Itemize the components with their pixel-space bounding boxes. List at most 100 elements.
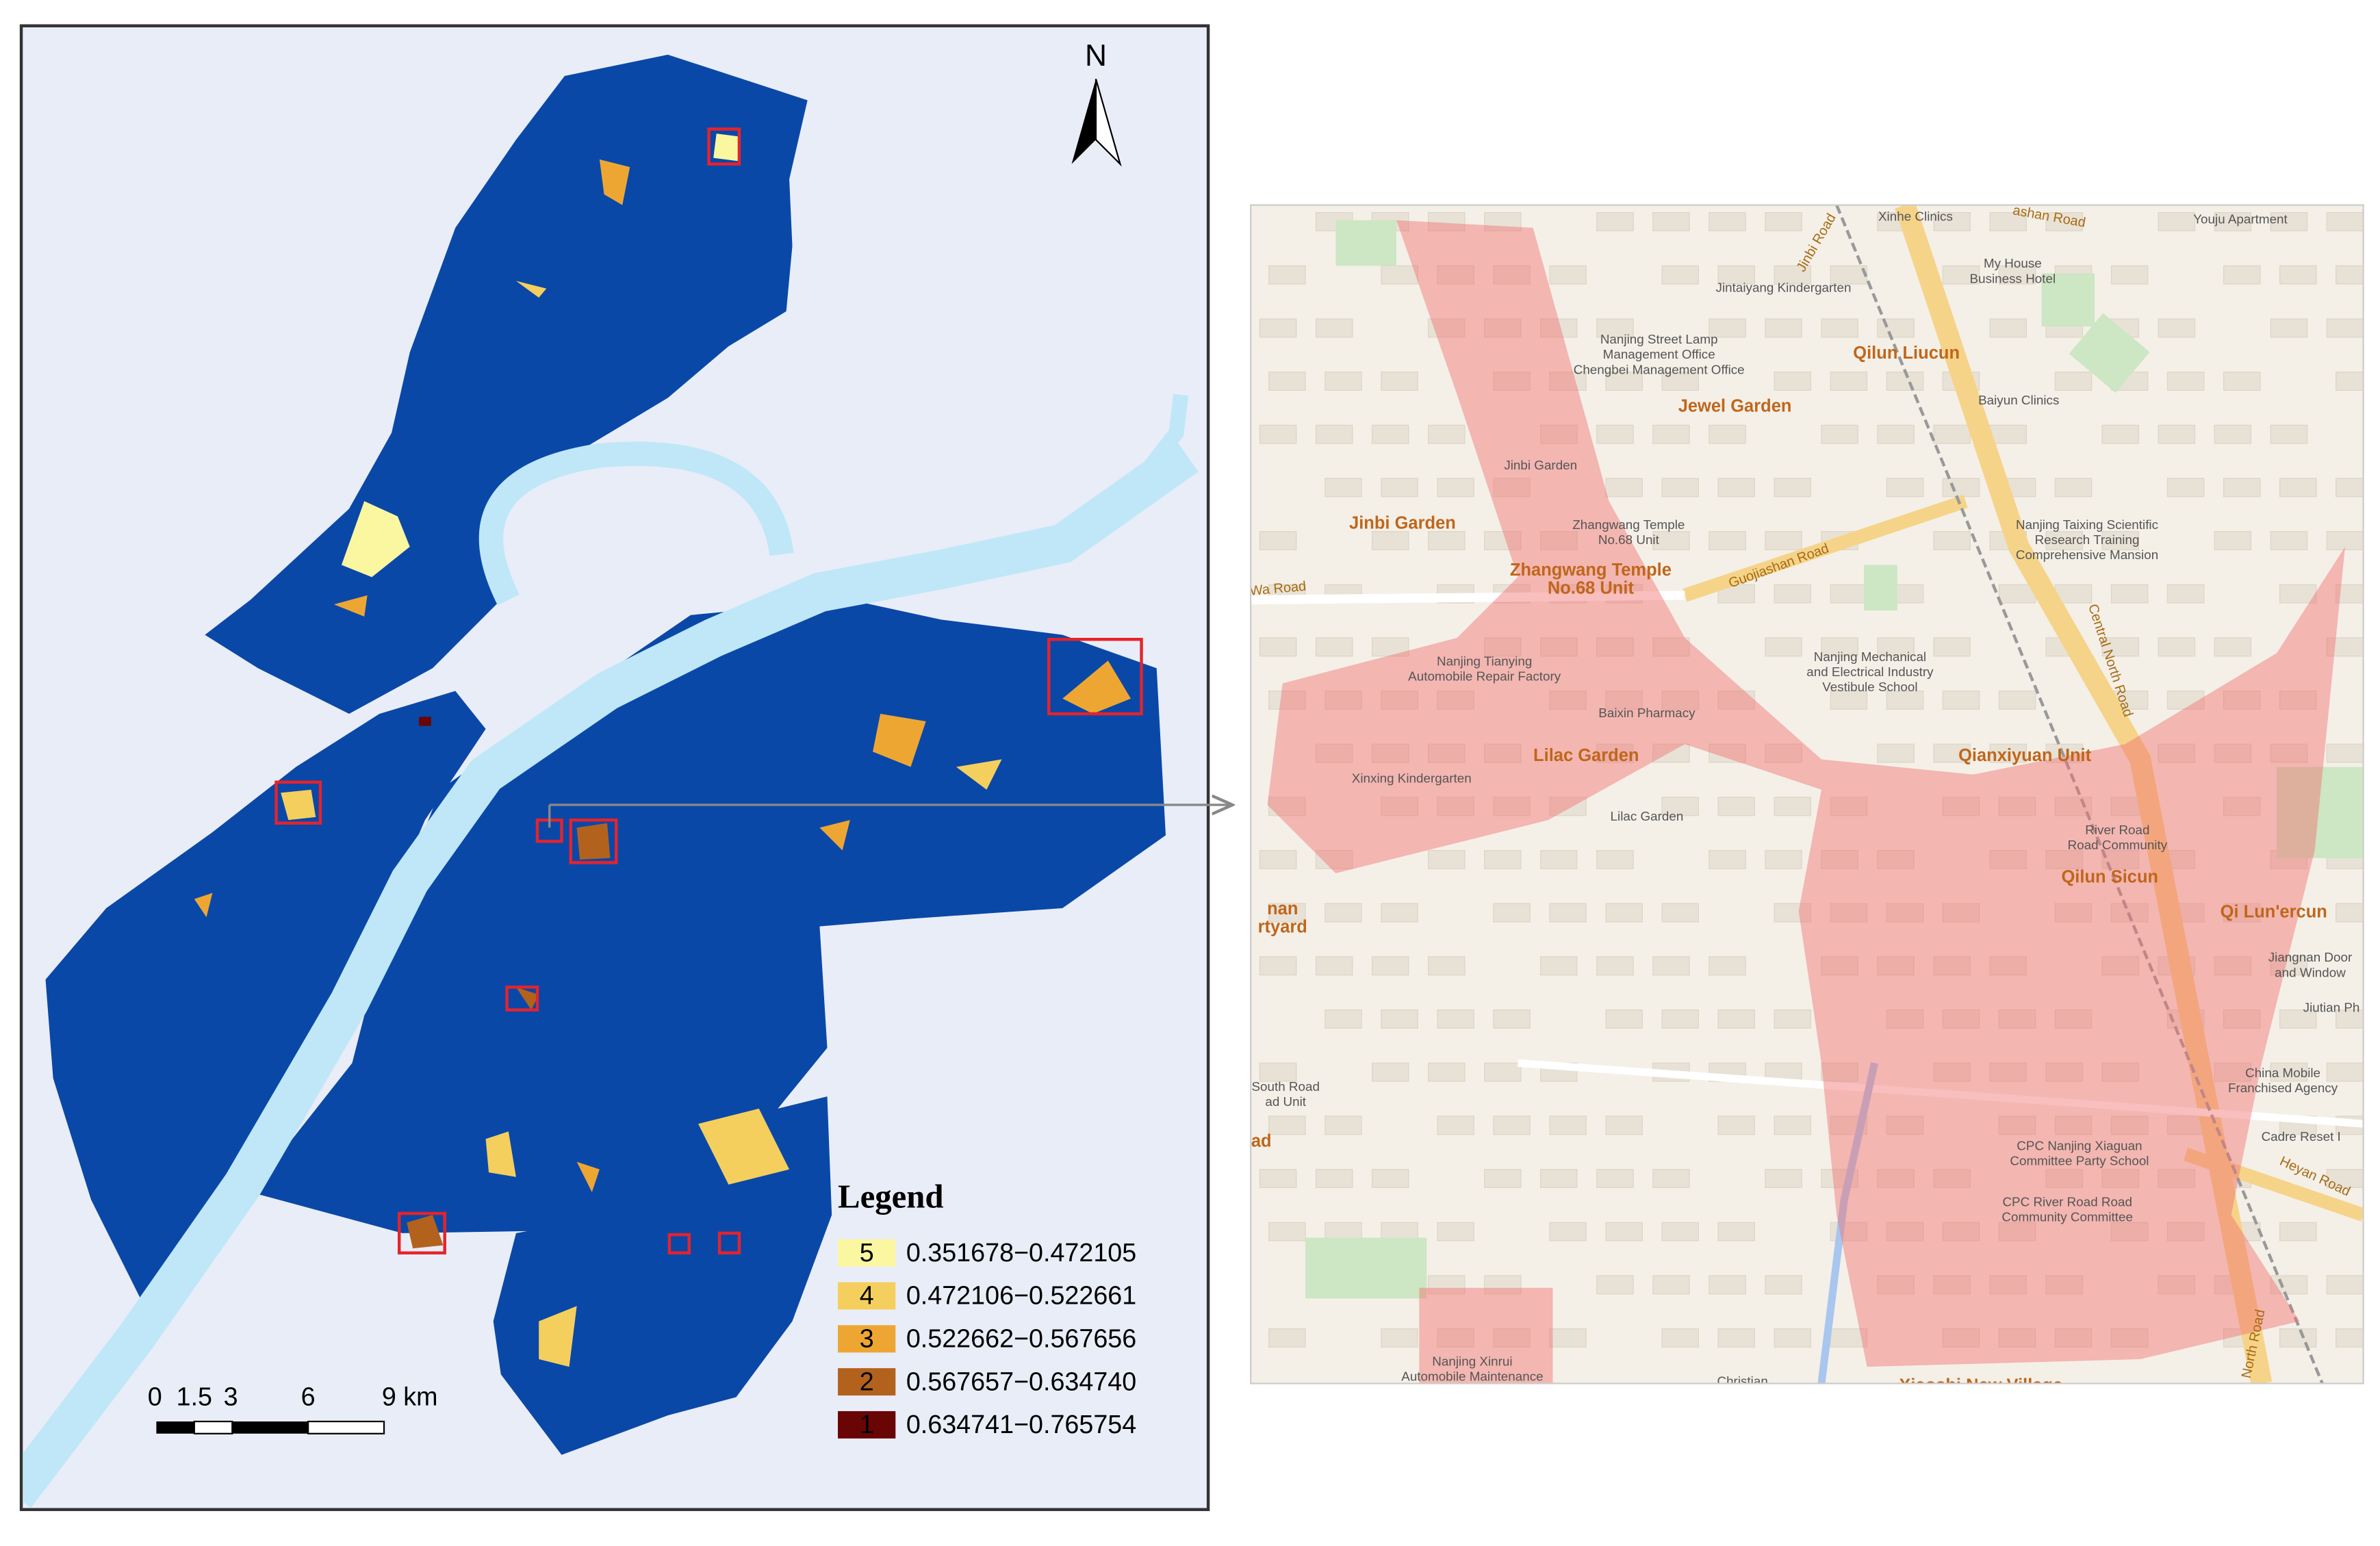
legend-range: 0.634741−0.765754	[906, 1410, 1136, 1439]
legend-swatch	[838, 1239, 896, 1267]
building	[1596, 424, 1634, 444]
poi-label: Jiutian Ph	[2303, 1000, 2360, 1014]
building	[1652, 424, 1690, 444]
building	[1821, 424, 1858, 444]
building	[2336, 1009, 2364, 1029]
area-label: No.68 Unit	[1548, 579, 1635, 598]
building	[1540, 956, 1578, 976]
building	[1325, 1009, 1362, 1029]
building	[1877, 637, 1915, 657]
building	[1989, 743, 2027, 763]
building	[1765, 212, 1802, 231]
patch	[1062, 660, 1131, 714]
building	[1427, 1275, 1466, 1295]
building	[1942, 903, 1980, 923]
building	[1774, 265, 1812, 285]
building	[2270, 531, 2308, 550]
poi-label: Committee Party School	[2010, 1154, 2149, 1168]
scale-segment	[156, 1421, 194, 1434]
building	[1605, 372, 1643, 391]
poi-label: Research Training	[2035, 532, 2140, 547]
building	[1942, 478, 1980, 498]
building	[1877, 743, 1915, 763]
left-map: N Legend 5 0.351678−0.472105 4 0.472106−0.5…	[19, 24, 1210, 1511]
river	[1058, 394, 1189, 553]
building	[1259, 531, 1297, 550]
scale-segment	[193, 1420, 233, 1434]
area-label: Qilun Sicun	[2061, 867, 2158, 886]
building	[1765, 318, 1802, 338]
building	[2326, 1169, 2364, 1188]
building	[1877, 956, 1915, 976]
building	[1596, 956, 1634, 976]
building	[1325, 903, 1362, 923]
building	[1493, 797, 1531, 816]
right-frame	[1250, 204, 2364, 1384]
building	[1821, 850, 1858, 869]
poi-label: and Window	[2275, 965, 2346, 979]
building	[1652, 212, 1690, 231]
patch	[407, 1215, 444, 1249]
building	[1933, 743, 1971, 763]
building	[1259, 1062, 1297, 1082]
poi-label: My House	[1984, 256, 2042, 270]
building	[1942, 797, 1980, 816]
poi-label: Comprehensive Mansion	[2016, 547, 2158, 562]
building	[2158, 212, 2196, 231]
building	[1549, 797, 1587, 816]
poi-label: Business Hotel	[1970, 271, 2056, 285]
building	[1774, 372, 1812, 391]
district	[493, 1096, 832, 1455]
building	[1549, 1328, 1587, 1348]
building	[1998, 1116, 2036, 1135]
building	[1427, 743, 1466, 763]
building	[1821, 318, 1858, 338]
building	[1830, 797, 1868, 816]
patch	[194, 892, 213, 918]
building	[1268, 265, 1306, 285]
building	[1540, 1169, 1578, 1188]
building	[2279, 691, 2317, 710]
building	[2158, 1169, 2196, 1188]
building	[1315, 743, 1353, 763]
building	[1549, 1222, 1587, 1241]
building	[1717, 1222, 1756, 1241]
building	[1933, 212, 1971, 231]
building	[2214, 531, 2252, 550]
building	[1942, 1009, 1980, 1029]
poi-label: Baixin Pharmacy	[1598, 706, 1696, 720]
poi-label: Chengbei Management Office	[1574, 362, 1745, 376]
building	[1484, 850, 1522, 869]
building	[1765, 1275, 1802, 1295]
patch	[281, 789, 316, 821]
area-label: ad	[1251, 1131, 1272, 1150]
building	[1259, 424, 1297, 444]
building	[1268, 691, 1306, 710]
building	[1717, 1116, 1756, 1135]
building	[1493, 1328, 1531, 1348]
poi-label: River Road	[2085, 823, 2149, 837]
building	[2223, 372, 2261, 391]
building	[2101, 956, 2140, 976]
building	[1381, 903, 1418, 923]
building	[1717, 1009, 1756, 1029]
building	[1886, 1222, 1924, 1241]
north-arrow	[1095, 79, 1122, 167]
building	[2223, 903, 2261, 923]
building	[2166, 584, 2205, 604]
building	[1942, 691, 1980, 710]
poi-label: Cadre Reset I	[2262, 1129, 2341, 1144]
building	[1933, 531, 1971, 550]
building	[1540, 424, 1578, 444]
building	[1427, 850, 1466, 869]
building	[1830, 372, 1868, 391]
building	[1427, 956, 1466, 976]
building	[2279, 1009, 2317, 1029]
building	[1381, 1328, 1418, 1348]
building	[2214, 212, 2252, 231]
building	[2326, 212, 2364, 231]
building	[1437, 265, 1474, 285]
poi-label: Nanjing Taixing Scientific	[2016, 517, 2158, 532]
poi-label: CPC River Road Road	[2002, 1194, 2132, 1209]
green-area	[2277, 766, 2364, 858]
